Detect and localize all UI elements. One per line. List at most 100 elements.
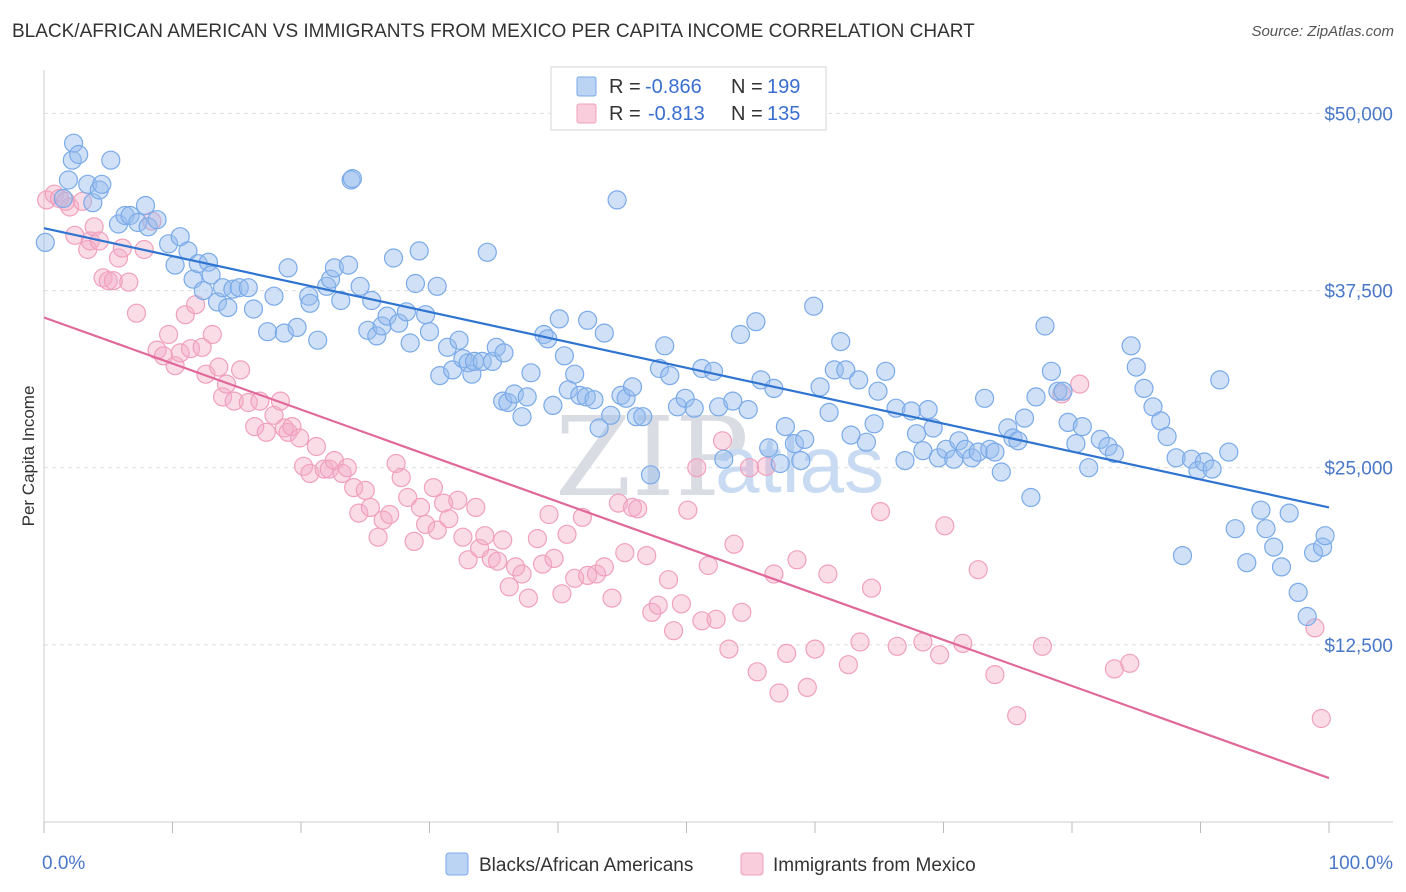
point-immigrants-from-mexico-23 (165, 356, 185, 376)
stats-legend-frame (550, 66, 827, 131)
point-blacks-african-americans-109 (684, 398, 704, 418)
point-blacks-african-americans-133 (849, 370, 869, 390)
point-immigrants-from-mexico-61 (386, 453, 406, 474)
y-axis-tick-labels: $50,000 $37,500 $25,000 $12,500 (1324, 104, 1393, 656)
point-blacks-african-americans-55 (383, 248, 404, 268)
point-blacks-african-americans-165 (1053, 381, 1073, 401)
point-blacks-african-americans-152 (974, 388, 995, 408)
point-immigrants-from-mexico-32 (213, 387, 233, 407)
point-blacks-african-americans-69 (458, 353, 478, 373)
point-blacks-african-americans-77 (494, 343, 514, 363)
point-immigrants-from-mexico-85 (532, 554, 553, 574)
point-blacks-african-americans-151 (968, 442, 988, 462)
point-immigrants-from-mexico-37 (245, 417, 265, 437)
point-immigrants-from-mexico-131 (929, 645, 950, 665)
point-immigrants-from-mexico-65 (410, 497, 431, 517)
point-blacks-african-americans-82 (521, 363, 541, 383)
point-immigrants-from-mexico-110 (706, 609, 726, 629)
point-blacks-african-americans-47 (341, 170, 361, 190)
point-immigrants-from-mexico-45 (290, 428, 310, 448)
point-blacks-african-americans-29 (218, 298, 238, 318)
x-axis-ticks (43, 822, 1330, 833)
point-blacks-african-americans-50 (358, 320, 378, 340)
point-immigrants-from-mexico-47 (300, 463, 320, 483)
point-immigrants-from-mexico-139 (1070, 374, 1090, 394)
point-immigrants-from-mexico-87 (544, 548, 564, 569)
point-blacks-african-americans-114 (723, 391, 743, 411)
point-blacks-african-americans-119 (759, 438, 779, 458)
point-immigrants-from-mexico-112 (719, 639, 739, 659)
point-immigrants-from-mexico-79 (493, 530, 513, 550)
point-blacks-african-americans-101 (626, 407, 647, 427)
point-blacks-african-americans-85 (543, 395, 563, 415)
point-blacks-african-americans-89 (565, 364, 585, 384)
axes (43, 70, 1393, 823)
point-blacks-african-americans-44 (324, 258, 344, 278)
point-blacks-african-americans-129 (824, 360, 844, 380)
point-immigrants-from-mexico-134 (968, 560, 988, 580)
point-immigrants-from-mexico-115 (739, 458, 760, 478)
point-blacks-african-americans-13 (120, 205, 140, 226)
point-blacks-african-americans-14 (128, 212, 148, 233)
point-immigrants-from-mexico-142 (1305, 618, 1325, 638)
point-blacks-african-americans-96 (601, 405, 621, 425)
chart-source: Source: ZipAtlas.com (1251, 23, 1394, 40)
point-immigrants-from-mexico-15 (112, 238, 133, 258)
point-blacks-african-americans-141 (906, 424, 927, 444)
point-immigrants-from-mexico-70 (439, 509, 459, 529)
point-immigrants-from-mexico-24 (170, 343, 190, 363)
bottom-legend-label-blue: Blacks/African Americans (479, 855, 693, 876)
point-immigrants-from-mexico-97 (615, 543, 635, 563)
point-blacks-african-americans-93 (584, 390, 604, 410)
point-blacks-african-americans-189 (1251, 500, 1271, 520)
point-blacks-african-americans-54 (377, 306, 397, 326)
point-blacks-african-americans-56 (389, 313, 409, 333)
point-blacks-african-americans-163 (1041, 361, 1062, 381)
point-immigrants-from-mexico-66 (416, 514, 436, 535)
point-immigrants-from-mexico-14 (108, 248, 129, 268)
point-immigrants-from-mexico-13 (103, 271, 124, 291)
point-blacks-african-americans-36 (274, 323, 294, 343)
legend-r-value-pink: -0.813 (648, 103, 705, 125)
point-blacks-african-americans-1 (53, 188, 73, 209)
point-immigrants-from-mexico-86 (539, 504, 559, 525)
point-immigrants-from-mexico-40 (264, 405, 284, 425)
point-blacks-african-americans-95 (594, 323, 614, 343)
y-tick-label-3: $12,500 (1324, 636, 1393, 657)
point-immigrants-from-mexico-67 (423, 478, 443, 498)
point-blacks-african-americans-174 (1126, 357, 1146, 377)
point-blacks-african-americans-117 (746, 312, 766, 332)
point-blacks-african-americans-43 (321, 269, 341, 289)
point-blacks-african-americans-46 (338, 255, 359, 275)
point-blacks-african-americans-9 (92, 174, 112, 194)
point-immigrants-from-mexico-113 (724, 534, 744, 554)
point-blacks-african-americans-195 (1297, 606, 1317, 627)
point-blacks-african-americans-26 (201, 265, 221, 285)
point-blacks-african-americans-100 (622, 377, 643, 397)
point-immigrants-from-mexico-69 (434, 493, 454, 513)
trend-line-immigrants-from-mexico (43, 316, 1330, 780)
point-immigrants-from-mexico-60 (380, 504, 400, 525)
point-immigrants-from-mexico-108 (692, 611, 712, 631)
y-tick-label-2: $25,000 (1324, 459, 1393, 480)
legend-n-label-blue: N = (731, 76, 763, 98)
point-blacks-african-americans-52 (367, 326, 387, 346)
point-blacks-african-americans-39 (299, 286, 319, 306)
trend-lines (43, 227, 1330, 780)
point-immigrants-from-mexico-102 (648, 595, 668, 615)
point-blacks-african-americans-33 (243, 299, 264, 319)
point-blacks-african-americans-161 (1026, 387, 1046, 407)
legend-n-value-blue: 199 (767, 76, 800, 98)
trend-line-blacks-african-americans (43, 227, 1330, 509)
point-immigrants-from-mexico-30 (202, 324, 222, 345)
point-immigrants-from-mexico-128 (870, 502, 891, 522)
point-blacks-african-americans-27 (207, 292, 228, 312)
point-immigrants-from-mexico-89 (557, 524, 577, 544)
point-blacks-african-americans-60 (409, 241, 429, 261)
point-immigrants-from-mexico-94 (594, 557, 614, 577)
point-blacks-african-americans-64 (430, 366, 450, 386)
point-immigrants-from-mexico-48 (306, 436, 326, 457)
point-immigrants-from-mexico-104 (663, 621, 684, 641)
point-blacks-african-americans-112 (708, 397, 729, 417)
